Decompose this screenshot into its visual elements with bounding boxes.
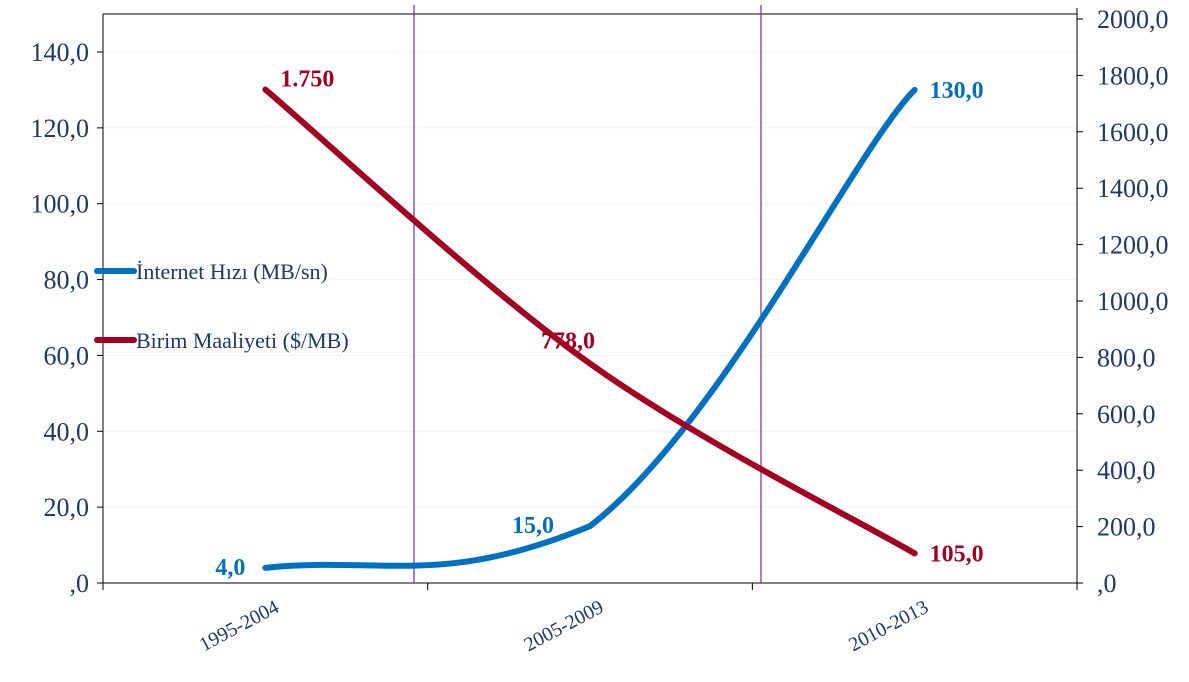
series-line-unit-cost xyxy=(262,86,918,557)
y-right-tick-label: 1400,0 xyxy=(1097,174,1169,203)
data-label: 105,0 xyxy=(930,541,984,567)
y-right-tick-label: 1600,0 xyxy=(1097,118,1169,147)
data-label: 4,0 xyxy=(215,555,245,581)
y-right-tick-label: 600,0 xyxy=(1097,400,1156,429)
data-label: 778,0 xyxy=(541,329,595,355)
y-right-tick-label: 800,0 xyxy=(1097,343,1156,372)
y-left-tick-label: 140,0 xyxy=(31,38,90,67)
data-label: 130,0 xyxy=(930,78,984,104)
y-left-tick-label: 100,0 xyxy=(31,190,90,219)
y-right-tick-label: 400,0 xyxy=(1097,456,1156,485)
y-right-tick-label: 1000,0 xyxy=(1097,287,1169,316)
x-tick-label: 2005-2009 xyxy=(520,596,607,656)
y-right-tick-label: ,0 xyxy=(1097,569,1117,598)
y-left-tick-label: ,0 xyxy=(70,569,90,598)
x-tick-label: 2010-2013 xyxy=(845,596,932,656)
legend-label: Birim Maaliyeti ($/MB) xyxy=(136,328,349,353)
series-line-internet-speed xyxy=(262,86,918,571)
data-label: 15,0 xyxy=(512,513,554,539)
y-left-tick-label: 120,0 xyxy=(31,114,90,143)
y-right-tick-label: 1200,0 xyxy=(1097,231,1169,260)
x-tick-label: 1995-2004 xyxy=(196,596,283,656)
y-right-tick-label: 1800,0 xyxy=(1097,61,1169,90)
data-label: 1.750 xyxy=(280,67,334,93)
y-left-tick-label: 80,0 xyxy=(44,266,90,295)
legend-label: İnternet Hızı (MB/sn) xyxy=(136,259,328,284)
y-right-tick-label: 200,0 xyxy=(1097,513,1156,542)
y-right-tick-label: 2000,0 xyxy=(1097,5,1169,34)
y-left-tick-label: 60,0 xyxy=(44,341,90,370)
y-left-tick-label: 20,0 xyxy=(44,493,90,522)
y-left-tick-label: 40,0 xyxy=(44,417,90,446)
